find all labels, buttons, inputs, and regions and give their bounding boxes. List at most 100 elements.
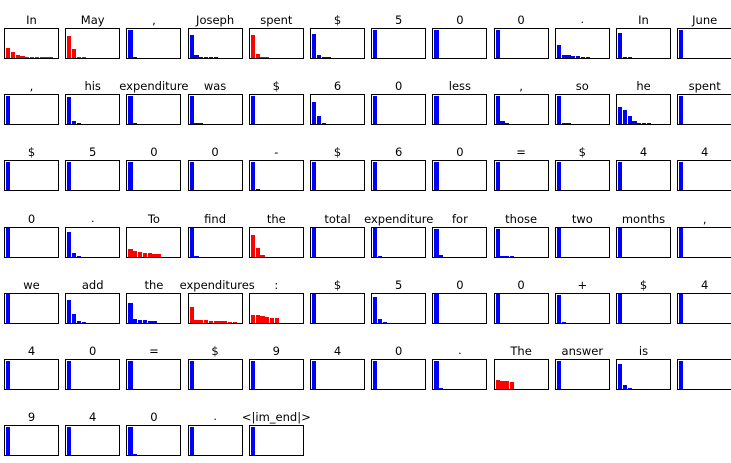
probability-bar	[679, 360, 684, 389]
token-label: 4	[27, 344, 36, 358]
probability-panel-frame	[432, 94, 488, 126]
probability-bar	[255, 189, 260, 191]
probability-panel-frame	[493, 359, 549, 390]
token-label: The	[510, 344, 532, 358]
probability-bar	[622, 109, 627, 125]
token-panel: =	[492, 144, 551, 192]
probability-panel-frame	[4, 359, 59, 390]
probability-bar	[679, 294, 684, 323]
token-panel: 5	[369, 277, 428, 324]
probability-panel-frame	[65, 94, 121, 126]
token-panel: 9	[247, 343, 306, 390]
probability-panel-frame	[371, 28, 427, 59]
token-panel: To	[124, 211, 183, 258]
probability-bar	[265, 317, 270, 323]
probability-bar	[274, 318, 279, 323]
probability-bar	[316, 115, 321, 125]
probability-panel-frame	[4, 28, 59, 59]
probability-bar	[373, 297, 378, 323]
probability-panel-frame	[677, 28, 731, 59]
probability-panel-frame	[248, 359, 304, 390]
probability-bar	[194, 319, 199, 323]
probability-panel-frame	[4, 425, 59, 457]
probability-bar	[260, 315, 265, 323]
probability-bar	[67, 426, 72, 456]
probability-bar	[637, 123, 642, 125]
token-label: $	[333, 145, 342, 160]
probability-bar	[81, 321, 86, 323]
probability-bar	[618, 364, 623, 389]
probability-bar	[67, 161, 72, 191]
token-label: two	[571, 211, 593, 226]
probability-bar	[556, 294, 561, 323]
probability-panel-frame	[126, 359, 182, 390]
probability-bar	[500, 380, 505, 389]
token-label: .	[458, 344, 462, 357]
token-label: add	[81, 277, 104, 292]
token-panel: ,	[124, 12, 183, 59]
probability-bar	[495, 229, 500, 257]
probability-bar	[142, 320, 147, 323]
probability-bar	[434, 161, 439, 191]
probability-panel-frame	[4, 160, 59, 192]
probability-bar	[618, 294, 623, 323]
token-label: -	[274, 145, 279, 160]
probability-bar	[434, 294, 439, 323]
token-panel: add	[63, 277, 122, 324]
token-label: 0	[89, 344, 97, 358]
probability-bar	[679, 161, 684, 191]
probability-bar	[10, 51, 15, 58]
probability-bar	[49, 57, 54, 58]
probability-panel-frame	[554, 160, 610, 192]
probability-bar	[255, 247, 260, 257]
probability-bar	[133, 123, 138, 125]
probability-bar	[15, 54, 20, 58]
probability-bar	[203, 57, 209, 58]
probability-panel-frame	[432, 28, 488, 59]
token-panel: 0	[124, 409, 183, 457]
token-panel: $	[614, 277, 673, 324]
probability-bar	[20, 55, 25, 58]
probability-panel-frame	[126, 160, 182, 192]
probability-bar	[189, 360, 194, 389]
probability-bar	[377, 255, 383, 257]
token-panel: 5	[369, 12, 428, 59]
probability-bar	[495, 29, 500, 58]
probability-bar	[566, 55, 571, 58]
token-label: spent	[688, 79, 721, 94]
token-label: 4	[701, 145, 709, 160]
token-panel: spent	[247, 12, 306, 59]
probability-bar	[39, 57, 44, 58]
probability-bar	[147, 253, 152, 257]
token-panel: .	[553, 12, 612, 59]
probability-bar	[250, 95, 255, 125]
token-label: ,	[702, 211, 707, 226]
probability-bar	[505, 381, 510, 389]
token-panel: $	[2, 144, 61, 192]
probability-bar	[67, 299, 72, 323]
token-label: the	[144, 277, 164, 292]
probability-bar	[382, 321, 387, 323]
token-panel: 6	[308, 78, 367, 126]
probability-panel-frame	[310, 94, 365, 126]
token-label: 9	[272, 344, 280, 358]
token-label: =	[516, 145, 526, 160]
probability-panel-frame	[126, 28, 182, 59]
probability-bar	[627, 116, 632, 125]
probability-bar	[133, 319, 138, 323]
probability-bar	[622, 57, 627, 58]
probability-bar	[632, 121, 637, 125]
probability-bar	[67, 231, 72, 257]
probability-bar	[561, 122, 566, 125]
probability-panel-frame	[4, 94, 59, 126]
token-panel: 0	[430, 12, 489, 59]
probability-panel-frame	[432, 226, 488, 258]
probability-bar	[6, 426, 11, 456]
token-label: To	[147, 211, 160, 226]
probability-bar	[232, 321, 237, 323]
probability-bar	[213, 57, 218, 58]
probability-bar	[321, 57, 326, 58]
token-panel: 4	[675, 144, 731, 192]
token-label: 6	[395, 145, 403, 160]
token-label: 9	[27, 410, 36, 425]
